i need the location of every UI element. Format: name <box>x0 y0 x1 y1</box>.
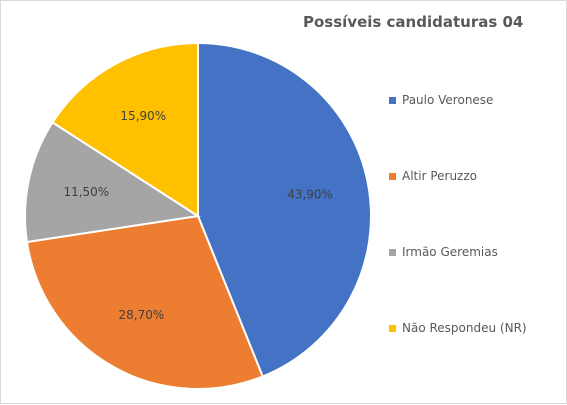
legend-item-4: Não Respondeu (NR) <box>389 321 527 335</box>
pie-slice-3 <box>24 121 201 244</box>
legend-swatch-4 <box>389 324 396 332</box>
legend-item-1: Paulo Veronese <box>389 93 493 107</box>
pie-slice-1 <box>197 41 372 378</box>
legend-label-4: Não Respondeu (NR) <box>402 321 527 335</box>
legend-swatch-1 <box>389 96 396 104</box>
legend-label-2: Altir Peruzzo <box>402 169 477 183</box>
legend-label-3: Irmão Geremias <box>402 245 498 259</box>
legend-item-2: Altir Peruzzo <box>389 169 477 183</box>
chart-title: Possíveis candidaturas 04 <box>303 13 524 31</box>
legend-swatch-3 <box>389 248 396 256</box>
data-label-1: 43,90% <box>287 187 333 201</box>
data-label-3: 11,50% <box>63 185 109 199</box>
data-label-2: 28,70% <box>119 308 165 322</box>
data-label-4: 15,90% <box>120 109 166 123</box>
legend-item-3: Irmão Geremias <box>389 245 498 259</box>
pie-slice-2 <box>25 214 264 390</box>
legend-swatch-2 <box>389 172 396 180</box>
pie-slice-4 <box>51 41 199 218</box>
legend-label-1: Paulo Veronese <box>402 93 494 107</box>
